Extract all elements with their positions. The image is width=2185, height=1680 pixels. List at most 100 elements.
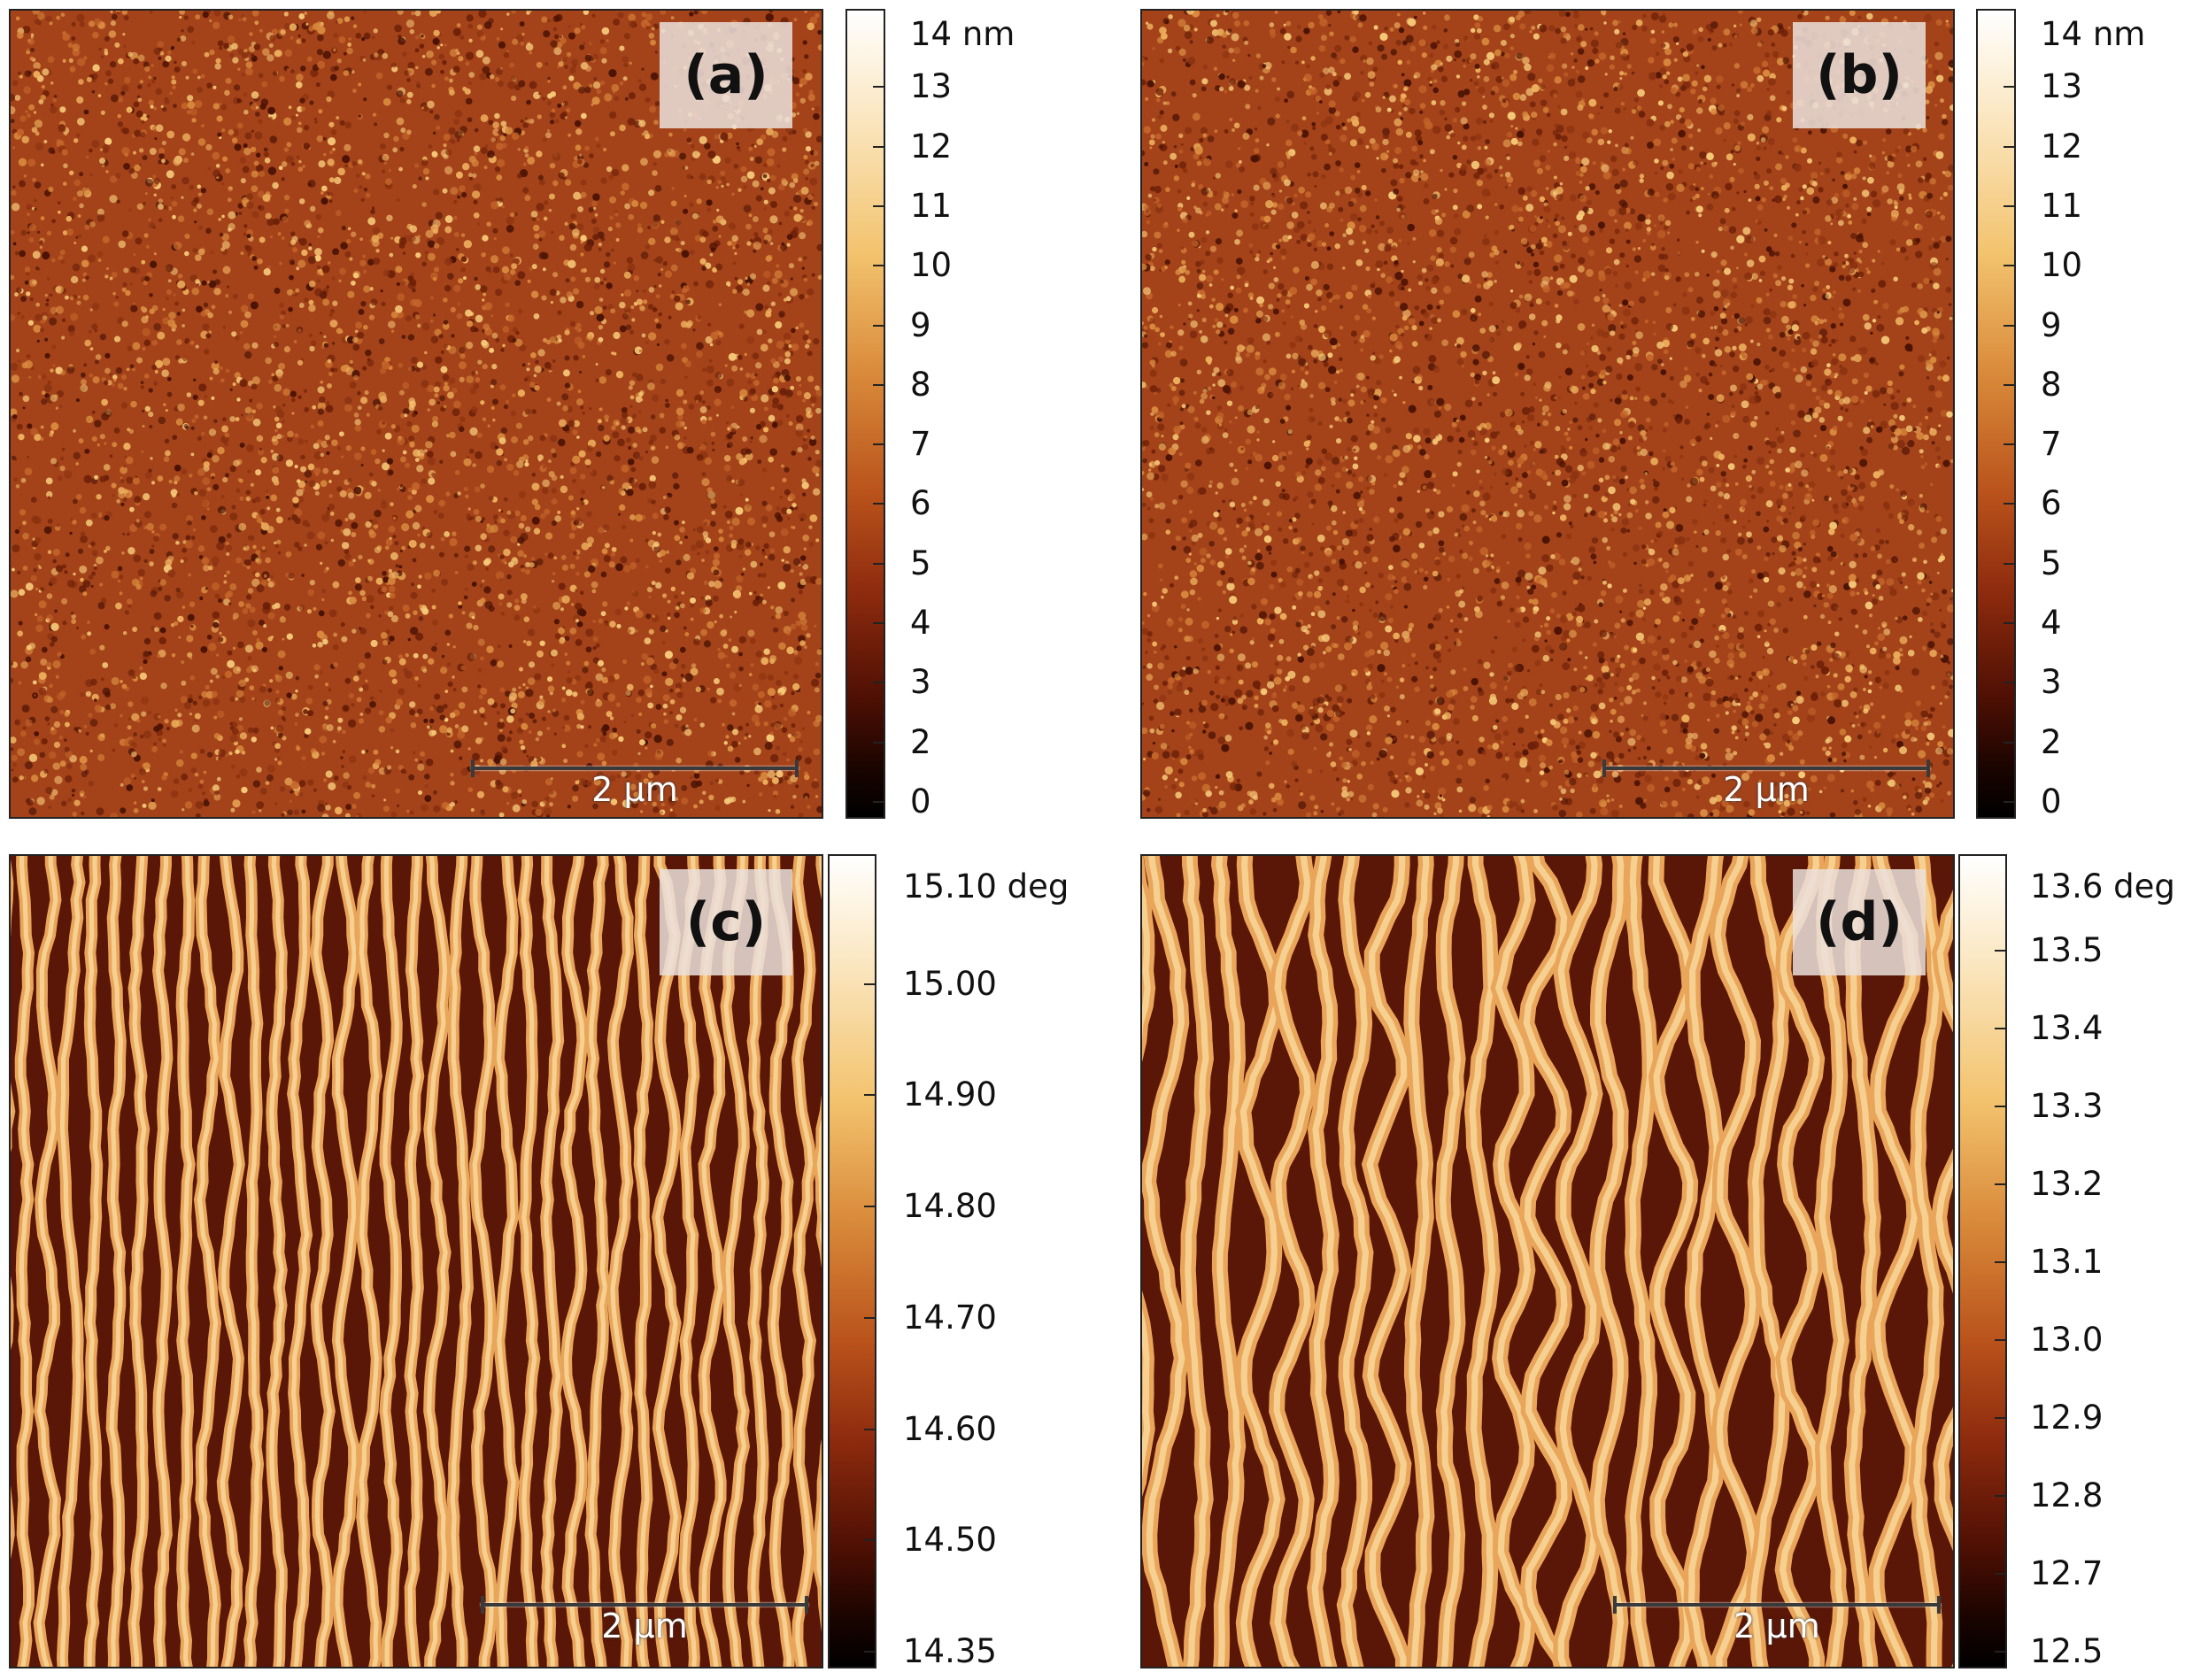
colorbar-tick-b	[2004, 324, 2016, 327]
colorbar-tick-c	[864, 1539, 876, 1542]
colorbar-unit-label-c: 15.10 deg	[903, 867, 1069, 906]
colorbar-tick-label-d: 12.5	[2030, 1632, 2104, 1670]
scale-bar-d: 2 µm	[1613, 1596, 1941, 1649]
colorbar-tick-b	[2004, 503, 2016, 505]
colorbar-tick-d	[1995, 1417, 2007, 1419]
colorbar-tick-d	[1995, 1339, 2007, 1341]
colorbar-tick-label-b: 13	[2041, 67, 2083, 106]
colorbar-tick-label-d: 13.1	[2030, 1243, 2104, 1281]
colorbar-tick-label-b: 7	[2041, 425, 2062, 464]
colorbar-tick-b	[2004, 86, 2016, 89]
colorbar-tick-c	[864, 983, 876, 985]
colorbar-tick-c	[864, 1316, 876, 1319]
panel-label-c: (c)	[660, 869, 792, 975]
colorbar-tick-a	[873, 324, 885, 327]
afm-phase-image-d	[1140, 854, 1955, 1668]
colorbar-unit-label-d: 13.6 deg	[2030, 867, 2175, 906]
colorbar-tick-label-a: 12	[910, 127, 953, 166]
colorbar-tick-label-d: 12.7	[2030, 1554, 2104, 1592]
colorbar-tick-label-d: 13.5	[2030, 931, 2104, 969]
colorbar-tick-label-c: 14.70	[903, 1298, 997, 1337]
colorbar-tick-c	[864, 1206, 876, 1208]
colorbar-tick-b	[2004, 145, 2016, 148]
colorbar-tick-b	[2004, 204, 2016, 207]
colorbar-c	[828, 854, 876, 1668]
colorbar-tick-b	[2004, 265, 2016, 267]
colorbar-tick-label-a: 11	[910, 186, 953, 225]
colorbar-tick-a	[873, 383, 885, 386]
colorbar-tick-b	[2004, 741, 2016, 744]
colorbar-tick-a	[873, 622, 885, 625]
colorbar-tick-a	[873, 145, 885, 148]
colorbar-tick-label-b: 0	[2041, 782, 2062, 821]
scale-bar-label-a: 2 µm	[591, 770, 678, 809]
afm-height-image-b	[1140, 9, 1955, 819]
colorbar-tick-d	[1995, 1106, 2007, 1107]
colorbar-tick-label-a: 10	[910, 246, 953, 285]
colorbar-tick-label-b: 9	[2041, 305, 2062, 344]
colorbar-b	[1976, 9, 2016, 819]
colorbar-tick-label-c: 15.00	[903, 964, 997, 1003]
panel-label-d: (d)	[1793, 869, 1926, 975]
colorbar-tick-d	[1995, 1495, 2007, 1497]
colorbar-tick-label-c: 14.35	[903, 1632, 997, 1670]
colorbar-a	[845, 9, 885, 819]
colorbar-tick-label-b: 2	[2041, 722, 2062, 761]
colorbar-tick-label-c: 14.50	[903, 1521, 997, 1560]
colorbar-tick-label-a: 3	[910, 663, 931, 702]
colorbar-tick-label-d: 13.0	[2030, 1321, 2104, 1359]
colorbar-tick-label-a: 9	[910, 305, 931, 344]
scale-bar-label-d: 2 µm	[1733, 1607, 1820, 1645]
colorbar-tick-b	[2004, 383, 2016, 386]
colorbar-tick-label-b: 10	[2041, 246, 2083, 285]
colorbar-tick-label-b: 11	[2041, 186, 2083, 225]
colorbar-tick-b	[2004, 682, 2016, 684]
colorbar-tick-label-a: 8	[910, 365, 931, 404]
colorbar-tick-a	[873, 741, 885, 744]
colorbar-tick-label-a: 6	[910, 484, 931, 523]
colorbar-tick-a	[873, 801, 885, 803]
colorbar-tick-d	[1995, 950, 2007, 952]
colorbar-tick-label-d: 12.8	[2030, 1476, 2104, 1514]
colorbar-tick-c	[864, 1428, 876, 1430]
scale-bar-c: 2 µm	[481, 1596, 808, 1649]
colorbar-tick-label-b: 6	[2041, 484, 2062, 523]
scale-bar-a: 2 µm	[471, 759, 799, 813]
colorbar-tick-label-a: 5	[910, 543, 931, 582]
panel-label-b: (b)	[1793, 22, 1926, 128]
colorbar-tick-a	[873, 443, 885, 446]
colorbar-tick-a	[873, 682, 885, 684]
colorbar-tick-label-b: 4	[2041, 604, 2062, 643]
afm-phase-image-c	[9, 854, 823, 1668]
colorbar-tick-label-b: 5	[2041, 543, 2062, 582]
colorbar-tick-b	[2004, 562, 2016, 565]
scale-bar-label-c: 2 µm	[601, 1607, 688, 1645]
colorbar-tick-d	[1995, 1028, 2007, 1029]
colorbar-tick-label-b: 3	[2041, 663, 2062, 702]
colorbar-tick-d	[1995, 1183, 2007, 1185]
colorbar-tick-d	[1995, 1261, 2007, 1263]
colorbar-tick-label-c: 14.80	[903, 1187, 997, 1226]
colorbar-tick-label-a: 0	[910, 782, 931, 821]
colorbar-tick-d	[1995, 1573, 2007, 1575]
colorbar-tick-c	[864, 1651, 876, 1653]
colorbar-tick-c	[864, 1094, 876, 1097]
colorbar-tick-a	[873, 503, 885, 505]
scale-bar-b: 2 µm	[1602, 759, 1930, 813]
colorbar-tick-b	[2004, 622, 2016, 625]
colorbar-unit-label-b: 14 nm	[2041, 15, 2146, 53]
colorbar-tick-a	[873, 562, 885, 565]
colorbar-tick-label-a: 2	[910, 722, 931, 761]
colorbar-tick-label-d: 13.4	[2030, 1009, 2104, 1047]
colorbar-tick-b	[2004, 443, 2016, 446]
colorbar-tick-label-b: 12	[2041, 127, 2083, 166]
colorbar-tick-label-a: 13	[910, 67, 953, 106]
colorbar-tick-label-d: 12.9	[2030, 1399, 2104, 1437]
colorbar-unit-label-a: 14 nm	[910, 15, 1015, 53]
colorbar-tick-label-c: 14.60	[903, 1409, 997, 1448]
colorbar-tick-d	[1995, 1651, 2007, 1653]
colorbar-tick-label-d: 13.2	[2030, 1165, 2104, 1203]
colorbar-tick-a	[873, 204, 885, 207]
colorbar-tick-label-a: 7	[910, 425, 931, 464]
colorbar-tick-a	[873, 86, 885, 89]
